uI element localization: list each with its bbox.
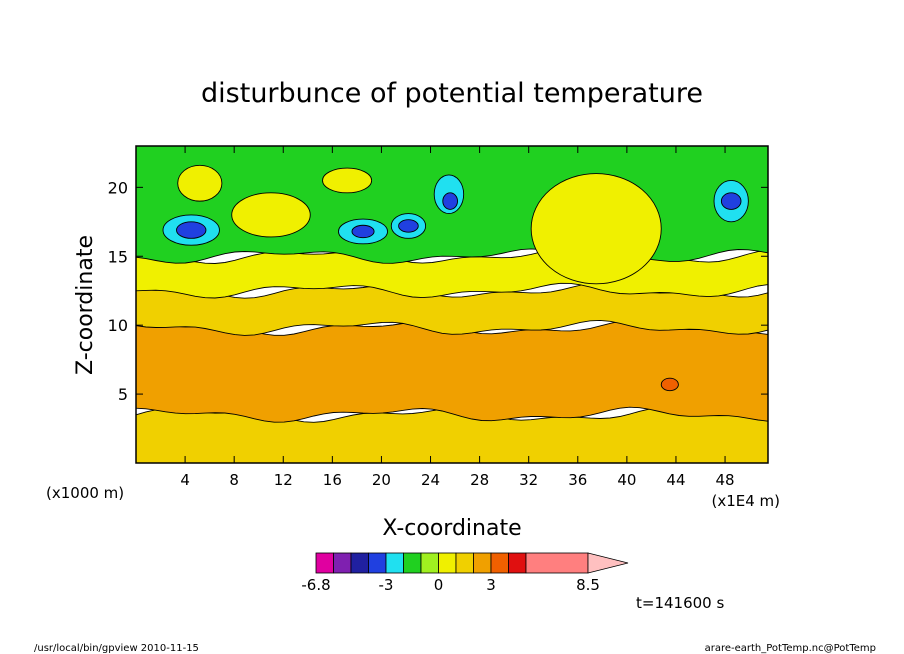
contour-feature [231, 192, 311, 238]
footer-left: /usr/local/bin/gpview 2010-11-15 [34, 643, 199, 654]
x-tick-label: 16 [323, 471, 342, 489]
contour-feature [660, 377, 679, 392]
contour-feature [322, 167, 373, 194]
x-unit-label: (x1E4 m) [711, 492, 780, 510]
colorbar-swatch [403, 552, 422, 574]
colorbar-swatch [333, 552, 352, 574]
colorbar-swatch [525, 552, 589, 574]
y-axis-label: Z-coordinate [73, 235, 98, 375]
plot-frame [135, 145, 769, 464]
x-tick-label: 4 [180, 471, 190, 489]
contour-feature [177, 164, 223, 202]
y-unit-label: (x1000 m) [46, 484, 124, 502]
chart-title: disturbunce of potential temperature [201, 78, 703, 109]
contour-band [135, 319, 769, 423]
colorbar-tick-label: 8.5 [576, 576, 600, 594]
contour-feature [398, 219, 419, 233]
colorbar-swatch [490, 552, 509, 574]
x-tick-label: 12 [274, 471, 293, 489]
x-tick-label: 44 [666, 471, 685, 489]
contour-feature [176, 221, 207, 239]
x-tick-label: 40 [617, 471, 636, 489]
x-tick-label: 20 [372, 471, 391, 489]
x-axis: 4 8 12 16 20 24 28 32 36 40 44 48 [180, 146, 735, 489]
colorbar-swatch [420, 552, 439, 574]
x-axis-label: X-coordinate [382, 516, 521, 541]
x-tick-label: 32 [519, 471, 538, 489]
contour-band [135, 407, 769, 464]
colorbar-tick-label: -3 [379, 576, 394, 594]
contour-feature [351, 224, 375, 239]
colorbar-swatch [315, 552, 334, 574]
colorbar-swatch [385, 552, 404, 574]
x-tick-label: 24 [421, 471, 440, 489]
y-axis: 5 10 15 20 [108, 178, 768, 404]
colorbar-swatch [473, 552, 492, 574]
colorbar-tick-label: 0 [434, 576, 444, 594]
colorbar-swatch [368, 552, 387, 574]
colorbar-swatch [455, 552, 474, 574]
colorbar [315, 552, 629, 574]
colorbar-swatch [350, 552, 369, 574]
footer-right: arare-earth_PotTemp.nc@PotTemp [705, 643, 876, 654]
contour-feature [720, 192, 742, 210]
y-tick-label: 15 [108, 247, 128, 266]
y-tick-label: 20 [108, 178, 128, 197]
colorbar-tick-label: 3 [486, 576, 496, 594]
x-tick-label: 36 [568, 471, 587, 489]
x-tick-label: 48 [716, 471, 735, 489]
y-tick-label: 5 [118, 385, 128, 404]
plot-area [135, 145, 769, 464]
colorbar-tick-label: -6.8 [301, 576, 330, 594]
contour-feature [530, 173, 662, 285]
colorbar-swatch [438, 552, 457, 574]
colorbar-ticks: -6.8 -3 0 3 8.5 [301, 576, 600, 594]
contour-feature [442, 192, 458, 210]
x-tick-label: 8 [229, 471, 239, 489]
x-tick-label: 28 [470, 471, 489, 489]
colorbar-arrow [587, 552, 629, 574]
y-tick-label: 10 [108, 316, 128, 335]
colorbar-swatch [508, 552, 527, 574]
time-label: t=141600 s [636, 594, 724, 612]
